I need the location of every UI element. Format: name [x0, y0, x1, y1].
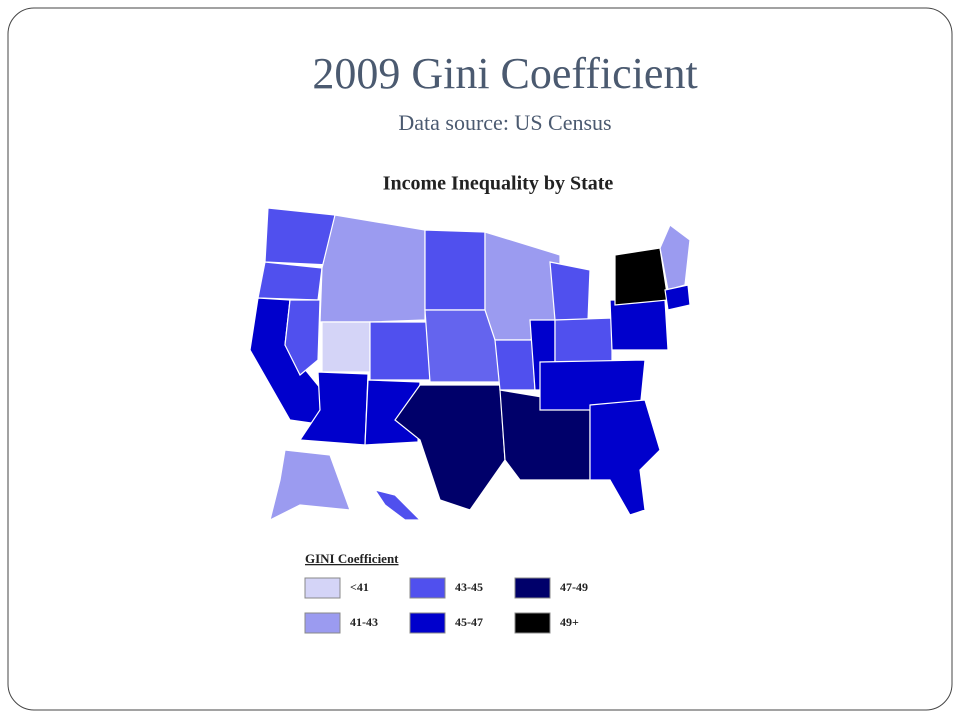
region [609, 299, 669, 351]
region [284, 299, 321, 376]
legend-label: 43-45 [455, 580, 483, 594]
slide-subtitle: Data source: US Census [398, 110, 611, 135]
legend-swatch [304, 612, 341, 634]
map-title: Income Inequality by State [383, 173, 614, 195]
region [614, 247, 669, 306]
legend-label: 49+ [560, 615, 579, 629]
region [659, 224, 691, 291]
region [554, 317, 613, 363]
legend-label: 45-47 [455, 615, 483, 629]
region [319, 214, 426, 323]
legend-swatch [409, 612, 446, 634]
region [298, 371, 369, 446]
legend-label: <41 [350, 580, 369, 594]
legend-swatch [409, 577, 446, 599]
legend: <41 41-43 43-45 45-47 47-49 49+ [304, 577, 588, 634]
region [257, 261, 323, 301]
slide-title: 2009 Gini Coefficient [312, 49, 697, 98]
legend-swatch [514, 612, 551, 634]
region [494, 339, 536, 391]
us-map [249, 207, 691, 522]
legend-label: 41-43 [350, 615, 378, 629]
region [424, 229, 486, 311]
region [269, 449, 351, 522]
region [664, 284, 691, 311]
legend-swatch [514, 577, 551, 599]
legend-label: 47-49 [560, 580, 588, 594]
region [589, 399, 661, 516]
region [373, 489, 422, 521]
legend-title: GINI Coefficient [305, 551, 399, 566]
region [549, 261, 591, 321]
legend-swatch [304, 577, 341, 599]
region [369, 321, 431, 381]
region [321, 321, 371, 373]
